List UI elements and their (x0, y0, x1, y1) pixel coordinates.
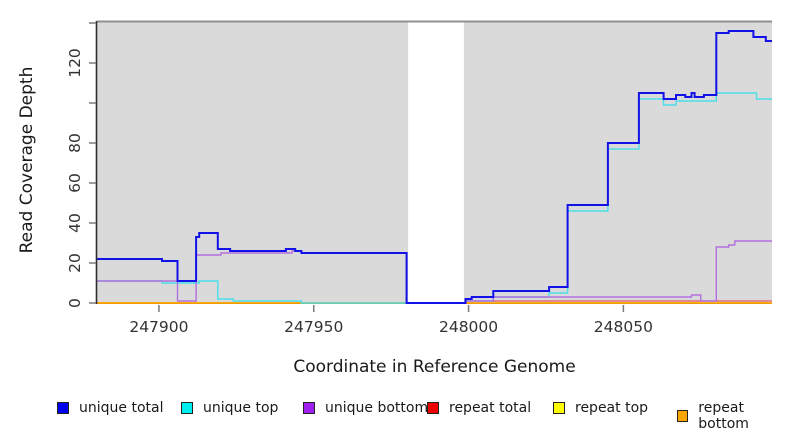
legend-item-unique-top: unique top (181, 400, 278, 416)
y-tick-label: 20 (66, 253, 84, 273)
legend-swatch (553, 402, 565, 414)
y-tick-label: 60 (66, 173, 84, 193)
x-axis-title: Coordinate in Reference Genome (293, 357, 576, 377)
legend-item-repeat-total: repeat total (427, 400, 531, 416)
legend-label: repeat bottom (698, 400, 749, 432)
legend-item-repeat-bottom: repeat bottom (677, 400, 792, 432)
x-tick-label: 247900 (129, 318, 188, 336)
y-tick-label: 0 (66, 298, 84, 308)
legend-swatch (181, 402, 193, 414)
legend-label: unique bottom (325, 400, 429, 416)
legend-label: unique total (79, 400, 164, 416)
series-unique-top (97, 92, 772, 304)
masked-region-band (408, 22, 464, 303)
legend-label: repeat total (449, 400, 532, 416)
x-tick-label: 248000 (439, 318, 498, 336)
y-tick-label: 80 (66, 133, 84, 153)
legend-label: repeat top (575, 400, 649, 416)
legend-label: unique top (203, 400, 279, 416)
legend-swatch (677, 410, 689, 422)
y-tick-label: 40 (66, 213, 84, 233)
series-unique-total (97, 30, 772, 304)
legend-item-unique-bottom: unique bottom (303, 400, 428, 416)
legend-item-repeat-top: repeat top (553, 400, 648, 416)
x-tick-label: 248050 (594, 318, 653, 336)
x-tick-label: 247950 (284, 318, 343, 336)
legend-item-unique-total: unique total (57, 400, 163, 416)
y-axis-title: Read Coverage Depth (17, 66, 37, 254)
legend-swatch (57, 402, 69, 414)
y-tick-label: 120 (66, 48, 84, 78)
legend-swatch (427, 402, 439, 414)
legend-swatch (303, 402, 315, 414)
